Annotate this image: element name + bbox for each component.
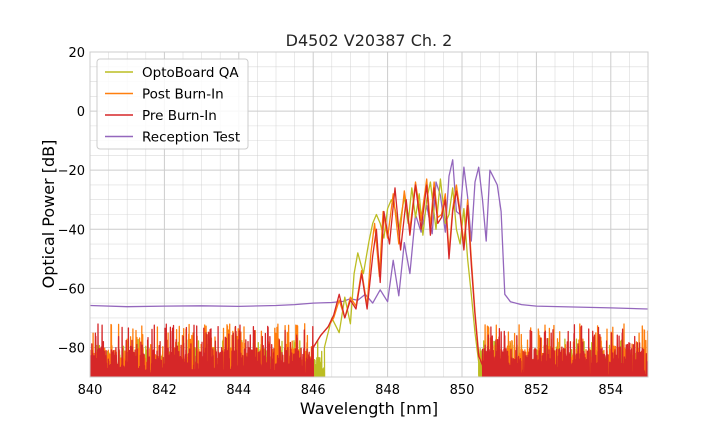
y-tick-label: −40 bbox=[58, 223, 85, 238]
legend: OptoBoard QA Post Burn-In Pre Burn-In Recep… bbox=[96, 58, 249, 150]
x-tick-label: 840 bbox=[78, 383, 103, 398]
chart-title: D4502 V20387 Ch. 2 bbox=[286, 31, 453, 50]
series-layer bbox=[90, 159, 648, 377]
y-tick-labels: 20 0 −20 −40 −60 −80 bbox=[58, 46, 85, 356]
x-tick-label: 854 bbox=[598, 383, 623, 398]
x-tick-label: 852 bbox=[524, 383, 549, 398]
x-tick-labels: 840 842 844 846 848 850 852 854 bbox=[78, 383, 624, 398]
legend-label: Reception Test bbox=[142, 130, 240, 146]
legend-label: Pre Burn-In bbox=[142, 108, 217, 124]
x-tick-label: 844 bbox=[226, 383, 251, 398]
x-tick-label: 846 bbox=[301, 383, 326, 398]
x-axis-label: Wavelength [nm] bbox=[300, 399, 438, 418]
legend-box bbox=[96, 58, 249, 150]
y-tick-label: −60 bbox=[58, 282, 85, 297]
y-tick-label: 0 bbox=[77, 105, 85, 120]
series-pre-burn-in bbox=[90, 184, 648, 377]
series-line bbox=[90, 159, 648, 310]
legend-label: Post Burn-In bbox=[142, 87, 224, 103]
x-tick-label: 850 bbox=[450, 383, 475, 398]
y-tick-label: 20 bbox=[68, 46, 85, 61]
series-reception-test bbox=[90, 159, 648, 310]
x-tick-label: 848 bbox=[375, 383, 400, 398]
y-tick-label: −20 bbox=[58, 164, 85, 179]
plot-frame bbox=[89, 51, 649, 378]
series-line bbox=[90, 184, 648, 377]
x-tick-label: 842 bbox=[152, 383, 177, 398]
legend-label: OptoBoard QA bbox=[142, 65, 239, 81]
y-axis-label: Optical Power [dB] bbox=[39, 140, 58, 289]
y-tick-label: −80 bbox=[58, 341, 85, 356]
